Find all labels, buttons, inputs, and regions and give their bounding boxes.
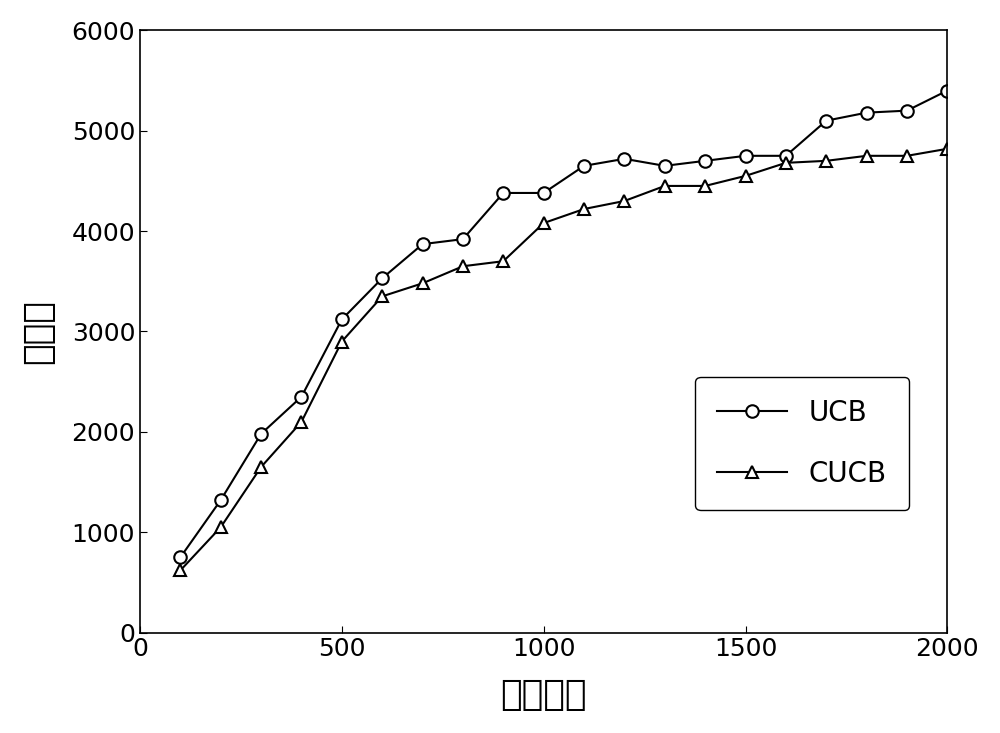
CUCB — [901, 152, 913, 161]
CUCB — [295, 417, 307, 426]
UCB — [215, 496, 227, 504]
CUCB — [578, 205, 590, 213]
UCB — [255, 430, 267, 438]
CUCB — [376, 292, 388, 301]
UCB — [457, 235, 469, 243]
UCB — [578, 161, 590, 170]
UCB — [780, 152, 792, 161]
UCB — [618, 155, 630, 163]
CUCB — [740, 172, 752, 180]
Line: CUCB: CUCB — [174, 142, 954, 577]
CUCB — [497, 257, 509, 265]
CUCB — [820, 156, 832, 165]
CUCB — [174, 566, 186, 575]
UCB — [538, 188, 550, 197]
CUCB — [336, 337, 348, 346]
CUCB — [215, 523, 227, 531]
CUCB — [780, 158, 792, 167]
UCB — [941, 86, 953, 95]
UCB — [820, 117, 832, 125]
UCB — [336, 315, 348, 324]
Line: UCB: UCB — [174, 84, 954, 564]
UCB — [901, 106, 913, 115]
CUCB — [457, 262, 469, 270]
UCB — [295, 392, 307, 401]
CUCB — [618, 196, 630, 205]
UCB — [740, 152, 752, 161]
UCB — [699, 156, 711, 165]
Legend: UCB, CUCB: UCB, CUCB — [695, 377, 909, 510]
CUCB — [699, 182, 711, 191]
UCB — [659, 161, 671, 170]
CUCB — [417, 279, 429, 287]
UCB — [861, 108, 873, 117]
CUCB — [861, 152, 873, 161]
CUCB — [255, 463, 267, 471]
UCB — [417, 240, 429, 248]
CUCB — [941, 144, 953, 153]
X-axis label: 迭代次数: 迭代次数 — [500, 678, 587, 712]
CUCB — [659, 182, 671, 191]
UCB — [174, 553, 186, 561]
UCB — [497, 188, 509, 197]
CUCB — [538, 218, 550, 227]
UCB — [376, 274, 388, 283]
Y-axis label: 后悔値: 后悔値 — [21, 299, 55, 364]
